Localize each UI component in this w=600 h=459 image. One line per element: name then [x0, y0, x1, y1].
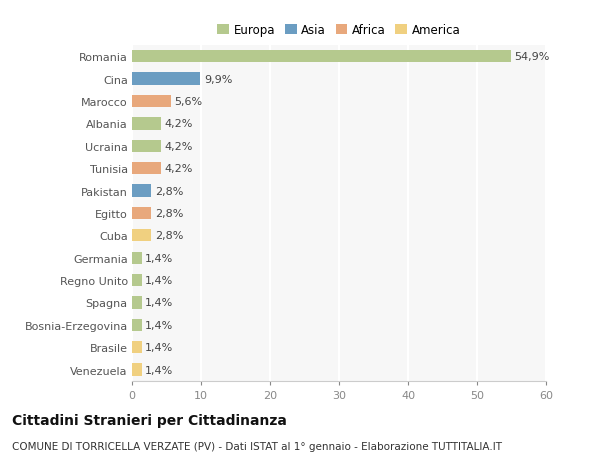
Text: 1,4%: 1,4%	[145, 298, 173, 308]
Text: 2,8%: 2,8%	[155, 186, 183, 196]
Bar	[132, 230, 151, 242]
Text: 1,4%: 1,4%	[145, 275, 173, 285]
Bar	[132, 118, 161, 130]
Text: 4,2%: 4,2%	[164, 164, 193, 174]
Bar	[132, 207, 151, 219]
Text: 1,4%: 1,4%	[145, 253, 173, 263]
Text: 5,6%: 5,6%	[174, 97, 202, 107]
Text: 2,8%: 2,8%	[155, 208, 183, 218]
Bar	[132, 319, 142, 331]
Bar	[132, 297, 142, 309]
Text: 4,2%: 4,2%	[164, 141, 193, 151]
Bar	[132, 51, 511, 63]
Text: 1,4%: 1,4%	[145, 320, 173, 330]
Text: 1,4%: 1,4%	[145, 342, 173, 353]
Legend: Europa, Asia, Africa, America: Europa, Asia, Africa, America	[215, 22, 463, 39]
Text: 9,9%: 9,9%	[204, 74, 232, 84]
Text: COMUNE DI TORRICELLA VERZATE (PV) - Dati ISTAT al 1° gennaio - Elaborazione TUTT: COMUNE DI TORRICELLA VERZATE (PV) - Dati…	[12, 441, 502, 451]
Bar	[132, 185, 151, 197]
Bar	[132, 162, 161, 175]
Bar	[132, 140, 161, 152]
Bar	[132, 364, 142, 376]
Text: 4,2%: 4,2%	[164, 119, 193, 129]
Text: 1,4%: 1,4%	[145, 365, 173, 375]
Bar	[132, 252, 142, 264]
Text: 54,9%: 54,9%	[514, 52, 550, 62]
Bar	[132, 341, 142, 353]
Bar	[132, 73, 200, 85]
Bar	[132, 274, 142, 286]
Bar	[132, 95, 170, 108]
Text: Cittadini Stranieri per Cittadinanza: Cittadini Stranieri per Cittadinanza	[12, 413, 287, 427]
Text: 2,8%: 2,8%	[155, 231, 183, 241]
